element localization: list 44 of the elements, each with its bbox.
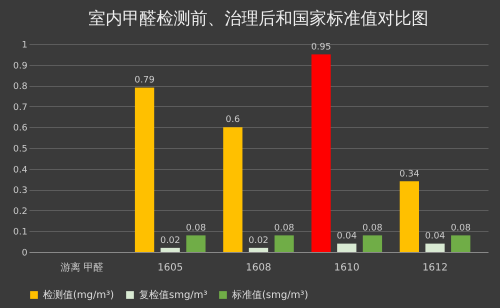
data-label: 0.02	[248, 236, 269, 246]
y-tick-label: 0.8	[13, 82, 28, 92]
x-tick-label: 1610	[334, 262, 360, 274]
bar	[248, 248, 268, 252]
bar	[223, 127, 242, 252]
data-label: 0.79	[134, 76, 155, 86]
y-tick-label: 1	[22, 40, 28, 50]
x-tick-label: 1608	[246, 262, 272, 274]
bar	[274, 235, 294, 252]
y-tick-label: 0.7	[13, 102, 28, 113]
legend-label: 复检值smg/m³	[139, 289, 208, 301]
bar	[362, 235, 382, 252]
bar	[337, 244, 356, 252]
bar	[186, 235, 206, 252]
y-tick-label: 0.4	[13, 165, 28, 176]
bar	[400, 181, 419, 252]
y-tick-label: 0.3	[13, 186, 28, 196]
bar	[134, 88, 154, 252]
data-label: 0.6	[226, 115, 240, 126]
data-label: 0.08	[186, 223, 206, 234]
bar	[451, 235, 470, 252]
y-tick-label: 0.9	[13, 61, 28, 72]
bar	[425, 244, 445, 252]
x-tick-label: 游离 甲醛	[60, 262, 104, 274]
data-label: 0.08	[362, 223, 383, 234]
y-tick-label: 0.6	[13, 124, 28, 134]
bar	[160, 248, 180, 252]
bar	[311, 54, 331, 252]
data-label: 0.34	[399, 169, 420, 180]
y-tick-label: 0.1	[13, 228, 28, 238]
legend-label: 标准值(smg/m³)	[231, 289, 308, 301]
data-label: 0.95	[311, 42, 332, 52]
legend-label: 检测值(mg/m³)	[43, 289, 114, 301]
data-label: 0.04	[336, 232, 358, 242]
x-tick-label: 1612	[422, 262, 448, 274]
data-label: 0.08	[274, 223, 294, 234]
y-tick-label: 0.2	[13, 206, 28, 217]
data-label: 0.08	[450, 223, 472, 234]
data-label: 0.04	[425, 232, 446, 242]
chart-title: 室内甲醛检测前、治理后和国家标准值对比图	[88, 9, 428, 29]
y-tick-label: 0.5	[13, 144, 28, 154]
y-tick-label: 0	[22, 248, 28, 258]
x-tick-label: 1605	[158, 262, 183, 274]
data-label: 0.02	[160, 236, 180, 246]
